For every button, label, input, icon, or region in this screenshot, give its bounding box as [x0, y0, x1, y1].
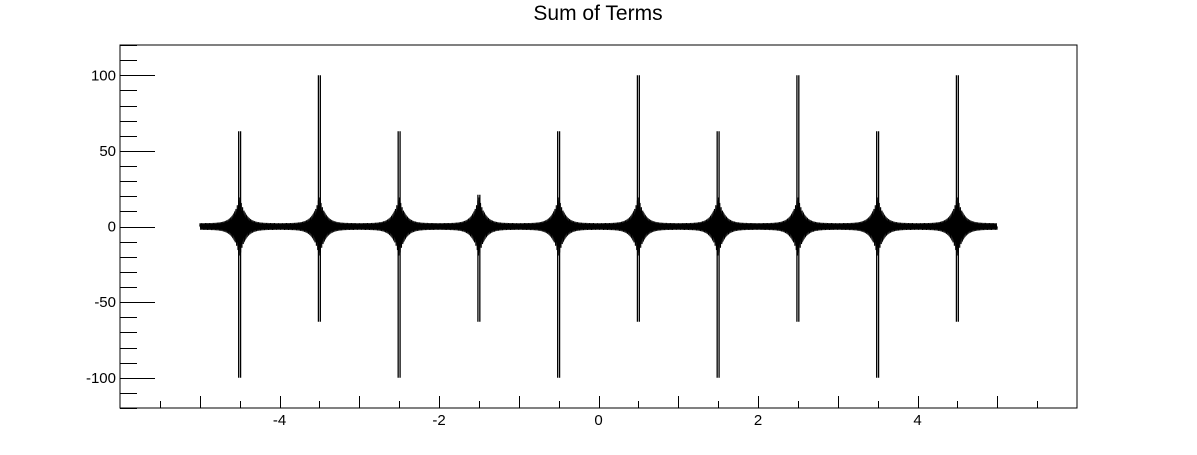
spike [876, 131, 880, 378]
spike-line [238, 131, 242, 378]
spike-line [955, 75, 959, 322]
spike-line [796, 75, 800, 322]
tick-labels: -100 -50 0 50 100 -4 -2 0 2 4 [86, 67, 922, 429]
y-tick-label: -50 [94, 294, 116, 311]
spike [796, 75, 800, 322]
spike-line [636, 75, 640, 322]
spike-line [716, 131, 720, 378]
spike [557, 131, 561, 378]
x-tick-label: 2 [754, 412, 762, 429]
spike-line [397, 131, 401, 378]
spike-line [317, 75, 321, 322]
spike [477, 194, 481, 322]
spike [397, 131, 401, 378]
spike [636, 75, 640, 322]
chart-title: Sum of Terms [533, 2, 662, 25]
data-series [199, 75, 998, 378]
y-tick-label: 0 [108, 219, 116, 236]
tick-marks [120, 45, 1038, 409]
spike [317, 75, 321, 322]
y-tick-label: -100 [86, 370, 116, 387]
spike-line [477, 194, 481, 322]
spike [716, 131, 720, 378]
y-tick-label: 50 [99, 143, 116, 160]
y-tick-label: 100 [91, 67, 116, 84]
spike [238, 131, 242, 378]
x-tick-label: -2 [432, 412, 445, 429]
spike-line [557, 131, 561, 378]
x-tick-label: -4 [273, 412, 286, 429]
spike-line [876, 131, 880, 378]
spike [955, 75, 959, 322]
x-tick-label: 4 [913, 412, 921, 429]
x-tick-label: 0 [594, 412, 602, 429]
series-line [199, 197, 998, 256]
